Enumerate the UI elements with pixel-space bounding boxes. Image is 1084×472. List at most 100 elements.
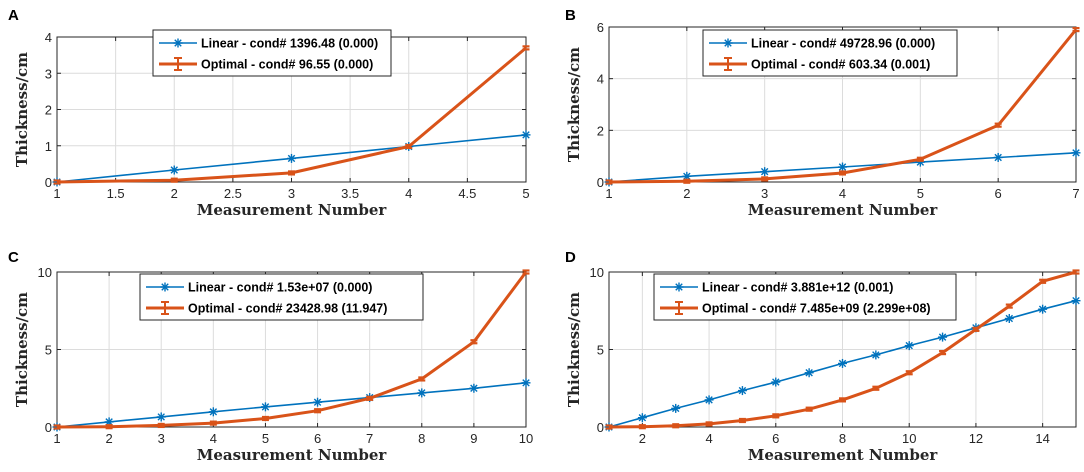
panel-b-legend-box [702,29,958,77]
panel-c-optimal-point [261,415,269,422]
panel-d-optimal-point [705,421,713,427]
panel-d-linear-point [671,403,681,413]
panel-b-optimal-point [761,176,769,182]
panel-d-linear-point [804,368,814,378]
panel-d-linear-point [871,350,881,360]
panel-d-linear-point [838,358,847,368]
panel-c-optimal-point [105,424,113,430]
panel-b-linear-point [1071,148,1081,158]
panel-c-linear-point [260,402,270,412]
panel-a-y-tick-label: 4 [45,30,52,45]
panel-d-legend-linear-marker [674,282,684,292]
panel-a-y-tick-label: 0 [45,175,52,190]
panel-a-x-tick-label: 3.5 [341,186,359,201]
panel-c-x-tick-label: 1 [53,431,60,446]
panel-a-optimal-point [405,143,413,150]
panel-a-linear-point [169,165,179,175]
panel-a-optimal-point [522,45,530,51]
panel-d-x-axis-label: Measurement Number [748,446,939,464]
panel-d-x-tick-label: 4 [705,431,712,446]
panel-a-legend-optimal-label: Optimal - cond# 96.55 (0.000) [201,58,373,72]
panel-a-x-tick-label: 3 [288,186,295,201]
panel-d-y-axis-label: Thickness/cm [565,292,583,407]
panel-c-legend: Linear - cond# 1.53e+07 (0.000) Optimal -… [139,273,424,321]
panel-d-optimal-series-line [608,270,1077,429]
panel-c-x-tick-label: 10 [519,431,533,446]
panel-c-optimal-point [522,269,530,275]
panel-a-legend-linear-marker [173,38,183,48]
panel-b-x-tick-label: 5 [917,186,924,201]
panel-b-optimal-point [994,122,1002,128]
panel-c-linear-point [469,383,479,393]
panel-c-letter: C [8,249,19,266]
panel-a-x-tick-label: 1.5 [107,186,125,201]
panel-d-linear-point [1004,314,1014,323]
panel-d-y-tick-label: 10 [590,265,604,280]
panel-d-y-tick-label: 5 [597,343,604,358]
panel-a-y-tick-label: 3 [45,66,52,81]
panel-c-x-tick-label: 5 [262,431,269,446]
panel-b-y-tick-label: 0 [597,175,604,190]
panel-a-linear-point [287,153,296,163]
panel-c-optimal-point [366,395,374,401]
panel-a-letter: A [8,7,19,24]
panel-d-optimal-point [638,424,646,430]
panel-d-y-tick-label: 0 [597,420,604,435]
panel-b-linear-point [760,167,770,177]
panel-a-x-tick-label: 1 [53,186,60,201]
panel-b-optimal-point [605,179,613,185]
panel-b-optimal-point [683,178,691,184]
panel-d-x-tick-label: 14 [1035,431,1049,446]
panel-d-optimal-point [1005,303,1013,309]
panel-d-linear-point [1038,304,1048,314]
panel-b-x-tick-label: 4 [839,186,846,201]
panel-b-y-axis-label: Thickness/cm [565,47,583,162]
panel-c-y-tick-label: 10 [38,265,52,280]
panel-b-x-tick-label: 6 [995,186,1002,201]
panel-a-x-tick-label: 2 [171,186,178,201]
panel-b-y-tick-label: 6 [597,20,604,35]
panel-a-optimal-point [288,170,295,176]
panel-b-x-axis-label: Measurement Number [748,201,939,219]
panel-d-optimal-point [939,350,947,356]
panel-b-x-tick-label: 1 [605,186,612,201]
panel-b-legend-linear-marker [723,38,733,48]
panel-c-optimal-point [470,339,478,345]
panel-c: C 1 2 3 4 5 6 7 8 9 10 0 5 10 Measurement Number Thickn… [8,249,533,464]
panel-b-legend-linear-label: Linear - cond# 49728.96 (0.000) [751,37,935,51]
panel-c-optimal-point [314,408,322,414]
panel-d-optimal-point [905,370,913,376]
panel-d-linear-point [737,386,747,396]
panel-a-x-tick-label: 5 [522,186,529,201]
panel-c-legend-box [139,273,424,321]
panel-d-x-tick-label: 6 [772,431,779,446]
panel-b-linear-point [682,171,692,181]
panel-c-linear-point [208,407,218,417]
panel-d-optimal-point [805,406,813,412]
panel-c-y-axis-label: Thickness/cm [13,292,31,407]
panel-b-legend-optimal-label: Optimal - cond# 603.34 (0.001) [751,58,930,72]
panel-c-x-tick-label: 4 [210,431,217,446]
panel-c-legend-optimal-errorbar-icon [161,301,169,315]
panel-d-x-tick-label: 8 [839,431,846,446]
panel-c-x-tick-label: 3 [158,431,165,446]
panel-a-optimal-point [170,177,178,183]
panel-d-optimal-point [1072,269,1080,275]
panel-b-letter: B [565,7,576,24]
panel-b-optimal-point [916,156,924,162]
panel-c-linear-point [156,412,166,422]
panel-c-x-tick-label: 7 [366,431,373,446]
panel-c-linear-point [104,417,114,427]
panel-b-x-tick-label: 7 [1072,186,1079,201]
panel-d-x-tick-label: 10 [902,431,916,446]
panel-b-y-tick-label: 2 [597,123,604,138]
panel-d-optimal-point [839,397,846,403]
panel-a-x-tick-label: 2.5 [224,186,242,201]
panel-c-linear-point [313,397,323,407]
panel-b-x-tick-label: 2 [683,186,690,201]
panel-b-optimal-point [1072,26,1080,33]
panel-a-x-tick-label: 4.5 [458,186,476,201]
